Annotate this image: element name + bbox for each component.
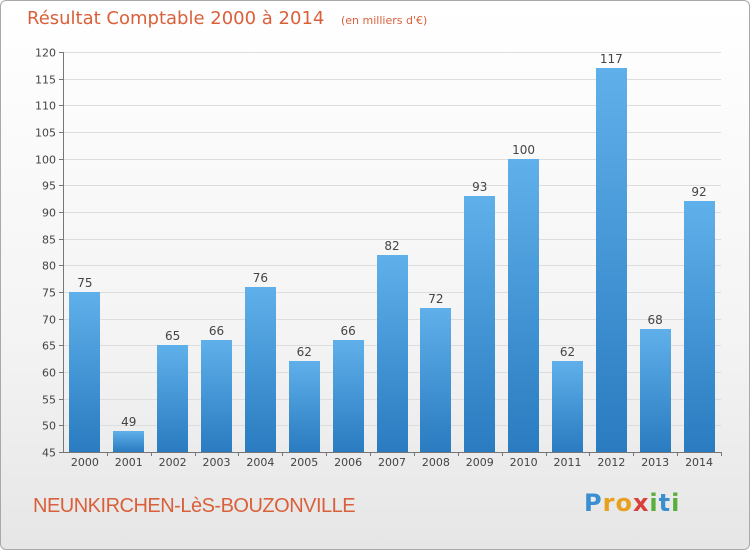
bar-2004	[245, 287, 276, 452]
bar-2012	[596, 68, 627, 452]
value-label-2009: 93	[472, 180, 487, 194]
x-tick-label-2005: 2005	[290, 456, 318, 469]
y-tick-label: 65	[42, 340, 56, 353]
bar-2007	[377, 255, 408, 452]
y-tick-label: 45	[42, 447, 56, 460]
bar-2002	[157, 345, 188, 452]
y-tick-label: 80	[42, 260, 56, 273]
value-label-2008: 72	[428, 292, 443, 306]
x-tick-label-2009: 2009	[466, 456, 494, 469]
x-tick-label-2006: 2006	[334, 456, 362, 469]
x-tick-label-2003: 2003	[203, 456, 231, 469]
bar-2003	[201, 340, 232, 452]
x-tick-label-2012: 2012	[597, 456, 625, 469]
y-tick-label: 85	[42, 234, 56, 247]
y-tick-label: 55	[42, 394, 56, 407]
x-tick-label-2010: 2010	[510, 456, 538, 469]
x-tick-label-2011: 2011	[553, 456, 581, 469]
bar-2000	[69, 292, 100, 452]
y-tick-label: 120	[35, 47, 56, 60]
chart-title: Résultat Comptable 2000 à 2014	[27, 8, 325, 29]
bar-2011	[552, 361, 583, 452]
y-tick-label: 60	[42, 367, 56, 380]
x-tick-label-2008: 2008	[422, 456, 450, 469]
x-tick-label-2013: 2013	[641, 456, 669, 469]
x-tick-label-2004: 2004	[246, 456, 274, 469]
y-tick-label: 50	[42, 420, 56, 433]
x-tick-label-2014: 2014	[685, 456, 713, 469]
value-label-2014: 92	[691, 185, 706, 199]
bar-2008	[420, 308, 451, 452]
value-label-2003: 66	[209, 324, 224, 338]
y-tick-label: 100	[35, 154, 56, 167]
value-label-2000: 75	[77, 276, 92, 290]
y-tick-label: 95	[42, 180, 56, 193]
value-label-2012: 117	[600, 52, 623, 66]
x-tick-label-2002: 2002	[159, 456, 187, 469]
value-label-2001: 49	[121, 415, 136, 429]
value-label-2010: 100	[512, 143, 535, 157]
bar-2014	[684, 201, 715, 452]
y-tick-label: 105	[35, 127, 56, 140]
x-tick-label-2007: 2007	[378, 456, 406, 469]
proxiti-logo[interactable]: Proxiti	[584, 489, 681, 517]
bar-2005	[289, 361, 320, 452]
x-tick-label-2000: 2000	[71, 456, 99, 469]
bar-2001	[113, 431, 144, 452]
bar-2013	[640, 329, 671, 452]
y-tick-label: 75	[42, 287, 56, 300]
value-label-2006: 66	[340, 324, 355, 338]
value-label-2002: 65	[165, 329, 180, 343]
value-label-2004: 76	[253, 271, 268, 285]
commune-name: NEUNKIRCHEN-LèS-BOUZONVILLE	[33, 495, 356, 517]
y-tick-label: 90	[42, 207, 56, 220]
bar-2010	[508, 159, 539, 452]
axes: 45 50 55 60 65 70 75 80 85 90 95 100 105 110 115 120 200…	[35, 47, 722, 469]
chart-subtitle: (en milliers d'€)	[341, 14, 428, 27]
bar-2006	[333, 340, 364, 452]
y-tick-label: 115	[35, 74, 56, 87]
value-label-2011: 62	[560, 345, 575, 359]
bar-2009	[464, 196, 495, 452]
y-tick-label: 110	[35, 100, 56, 113]
value-label-2005: 62	[297, 345, 312, 359]
value-label-2007: 82	[384, 239, 399, 253]
bars: 75 49 65 66 76 62 66 82 72 93 100 62 117 68 92	[69, 52, 715, 452]
y-tick-label: 70	[42, 314, 56, 327]
x-tick-label-2001: 2001	[115, 456, 143, 469]
value-label-2013: 68	[648, 313, 663, 327]
